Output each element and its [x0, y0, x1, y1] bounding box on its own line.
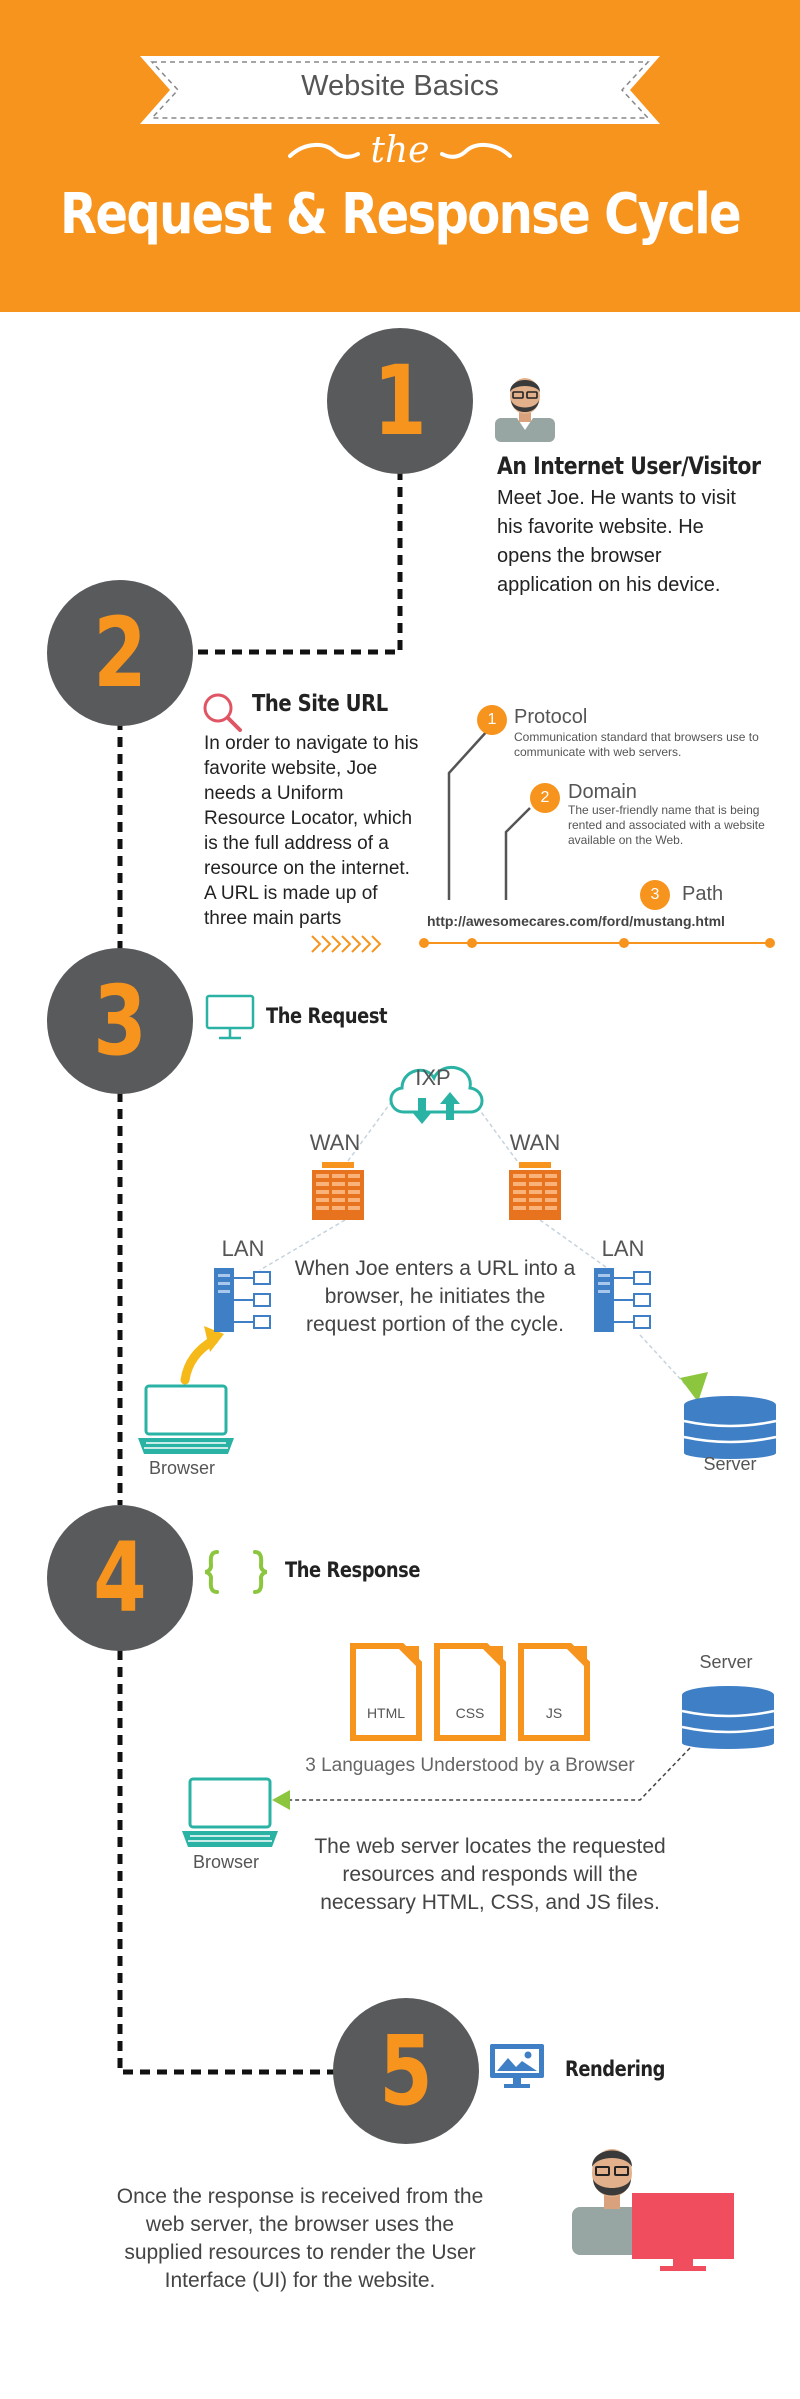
html-file-icon — [350, 1643, 422, 1741]
response-browser-label: Browser — [192, 1852, 259, 1872]
user-with-screen-icon — [572, 2149, 734, 2271]
js-file-icon — [518, 1643, 590, 1741]
ixp-label: IXP — [415, 1065, 451, 1090]
user-avatar-icon — [495, 378, 555, 442]
step-1-title: An Internet User/Visitor — [497, 452, 761, 480]
header-banner: Website Basics the Request & Response Cy… — [0, 0, 800, 312]
js-file-label: JS — [545, 1705, 563, 1721]
ribbon-text: Website Basics — [301, 70, 499, 102]
step-3-circle: 3 — [47, 948, 193, 1094]
cloud-ixp-icon — [389, 1066, 484, 1124]
step-3-number: 3 — [93, 965, 147, 1077]
lan-right-label: LAN — [601, 1236, 645, 1261]
step-2-number: 2 — [93, 597, 147, 709]
lan-left-icon — [214, 1268, 271, 1332]
url-part-2-name: Domain — [568, 781, 637, 803]
step-1-number: 1 — [373, 345, 427, 457]
step-2-body: In order to navigate to his favorite web… — [204, 733, 419, 929]
url-part-1-number: 1 — [477, 705, 507, 735]
wan-left-label: WAN — [309, 1130, 361, 1155]
step-4-title: The Response — [285, 1558, 421, 1582]
monitor-icon — [205, 994, 255, 1040]
response-server-label: Server — [699, 1652, 753, 1672]
example-url: http://awesomecares.com/ford/mustang.htm… — [427, 913, 725, 929]
response-browser-laptop-icon — [182, 1777, 278, 1847]
css-file-label: CSS — [455, 1705, 485, 1721]
server-label: Server — [703, 1454, 757, 1474]
url-part-1-name: Protocol — [514, 706, 588, 728]
response-server-database-icon — [681, 1686, 775, 1749]
step-5-circle: 5 — [333, 1998, 479, 2144]
step-4-circle: 4 — [47, 1505, 193, 1651]
step-2-circle: 2 — [47, 580, 193, 726]
lan-left-label: LAN — [221, 1236, 265, 1261]
wan-right-label: WAN — [509, 1130, 561, 1155]
step-4-number: 4 — [93, 1522, 147, 1634]
step-5-body: Once the response is received from the w… — [116, 2185, 484, 2292]
step-3-body: When Joe enters a URL into a browser, he… — [294, 1257, 576, 1336]
browser-laptop-icon — [138, 1384, 234, 1454]
connector-word: the — [370, 130, 430, 171]
url-part-2-description: The user-friendly name that is being ren… — [568, 803, 765, 847]
step-5-number: 5 — [379, 2015, 433, 2127]
magnifier-icon — [203, 693, 242, 732]
wan-right-server-icon — [509, 1162, 561, 1220]
url-part-3-number: 3 — [640, 880, 670, 910]
chevrons-icon — [311, 935, 382, 953]
step-1-body: Meet Joe. He wants to visit his favorite… — [497, 487, 736, 596]
url-part-1-description: Communication standard that browsers use… — [514, 730, 759, 759]
css-file-icon — [434, 1643, 506, 1741]
flourish-ornament — [288, 143, 512, 159]
lan-right-icon — [594, 1268, 651, 1332]
url-part-3-name: Path — [682, 883, 724, 905]
html-file-label: HTML — [366, 1705, 406, 1721]
url-part-2-number: 2 — [530, 783, 560, 813]
browser-label: Browser — [148, 1458, 215, 1478]
step-2-title: The Site URL — [252, 691, 388, 717]
curly-braces-icon — [204, 1550, 268, 1594]
ribbon-banner — [140, 56, 660, 124]
step-4-body: The web server locates the requested res… — [314, 1835, 666, 1914]
wan-left-server-icon — [312, 1162, 364, 1220]
languages-caption: 3 Languages Understood by a Browser — [305, 1755, 635, 1776]
server-database-icon — [683, 1396, 777, 1459]
image-monitor-icon — [490, 2044, 544, 2088]
page-title: Request & Response Cycle — [60, 182, 742, 247]
step-5-title: Rendering — [565, 2057, 666, 2081]
step-3-title: The Request — [266, 1004, 388, 1028]
step-1-circle: 1 — [327, 328, 473, 474]
